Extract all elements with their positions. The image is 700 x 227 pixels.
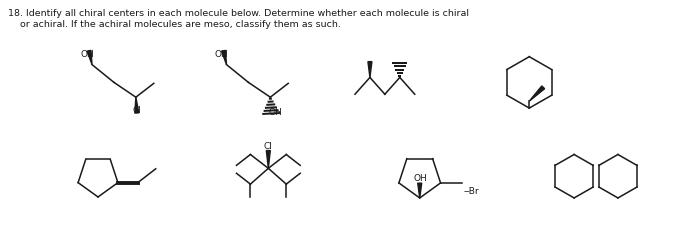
Text: Cl: Cl xyxy=(133,106,141,114)
Text: OH: OH xyxy=(214,49,228,59)
Text: Cl: Cl xyxy=(263,141,272,150)
Polygon shape xyxy=(87,51,92,65)
Polygon shape xyxy=(266,151,270,169)
Polygon shape xyxy=(222,51,227,65)
Polygon shape xyxy=(368,62,372,78)
Text: OH: OH xyxy=(80,49,94,59)
Polygon shape xyxy=(529,86,545,102)
Text: or achiral. If the achiral molecules are meso, classify them as such.: or achiral. If the achiral molecules are… xyxy=(8,20,341,29)
Text: OH: OH xyxy=(414,173,428,182)
Polygon shape xyxy=(418,183,421,198)
Polygon shape xyxy=(135,98,139,114)
Text: ‒Br: ‒Br xyxy=(463,186,479,195)
Text: 18. Identify all chiral centers in each molecule below. Determine whether each m: 18. Identify all chiral centers in each … xyxy=(8,9,470,18)
Text: OH: OH xyxy=(268,108,282,116)
